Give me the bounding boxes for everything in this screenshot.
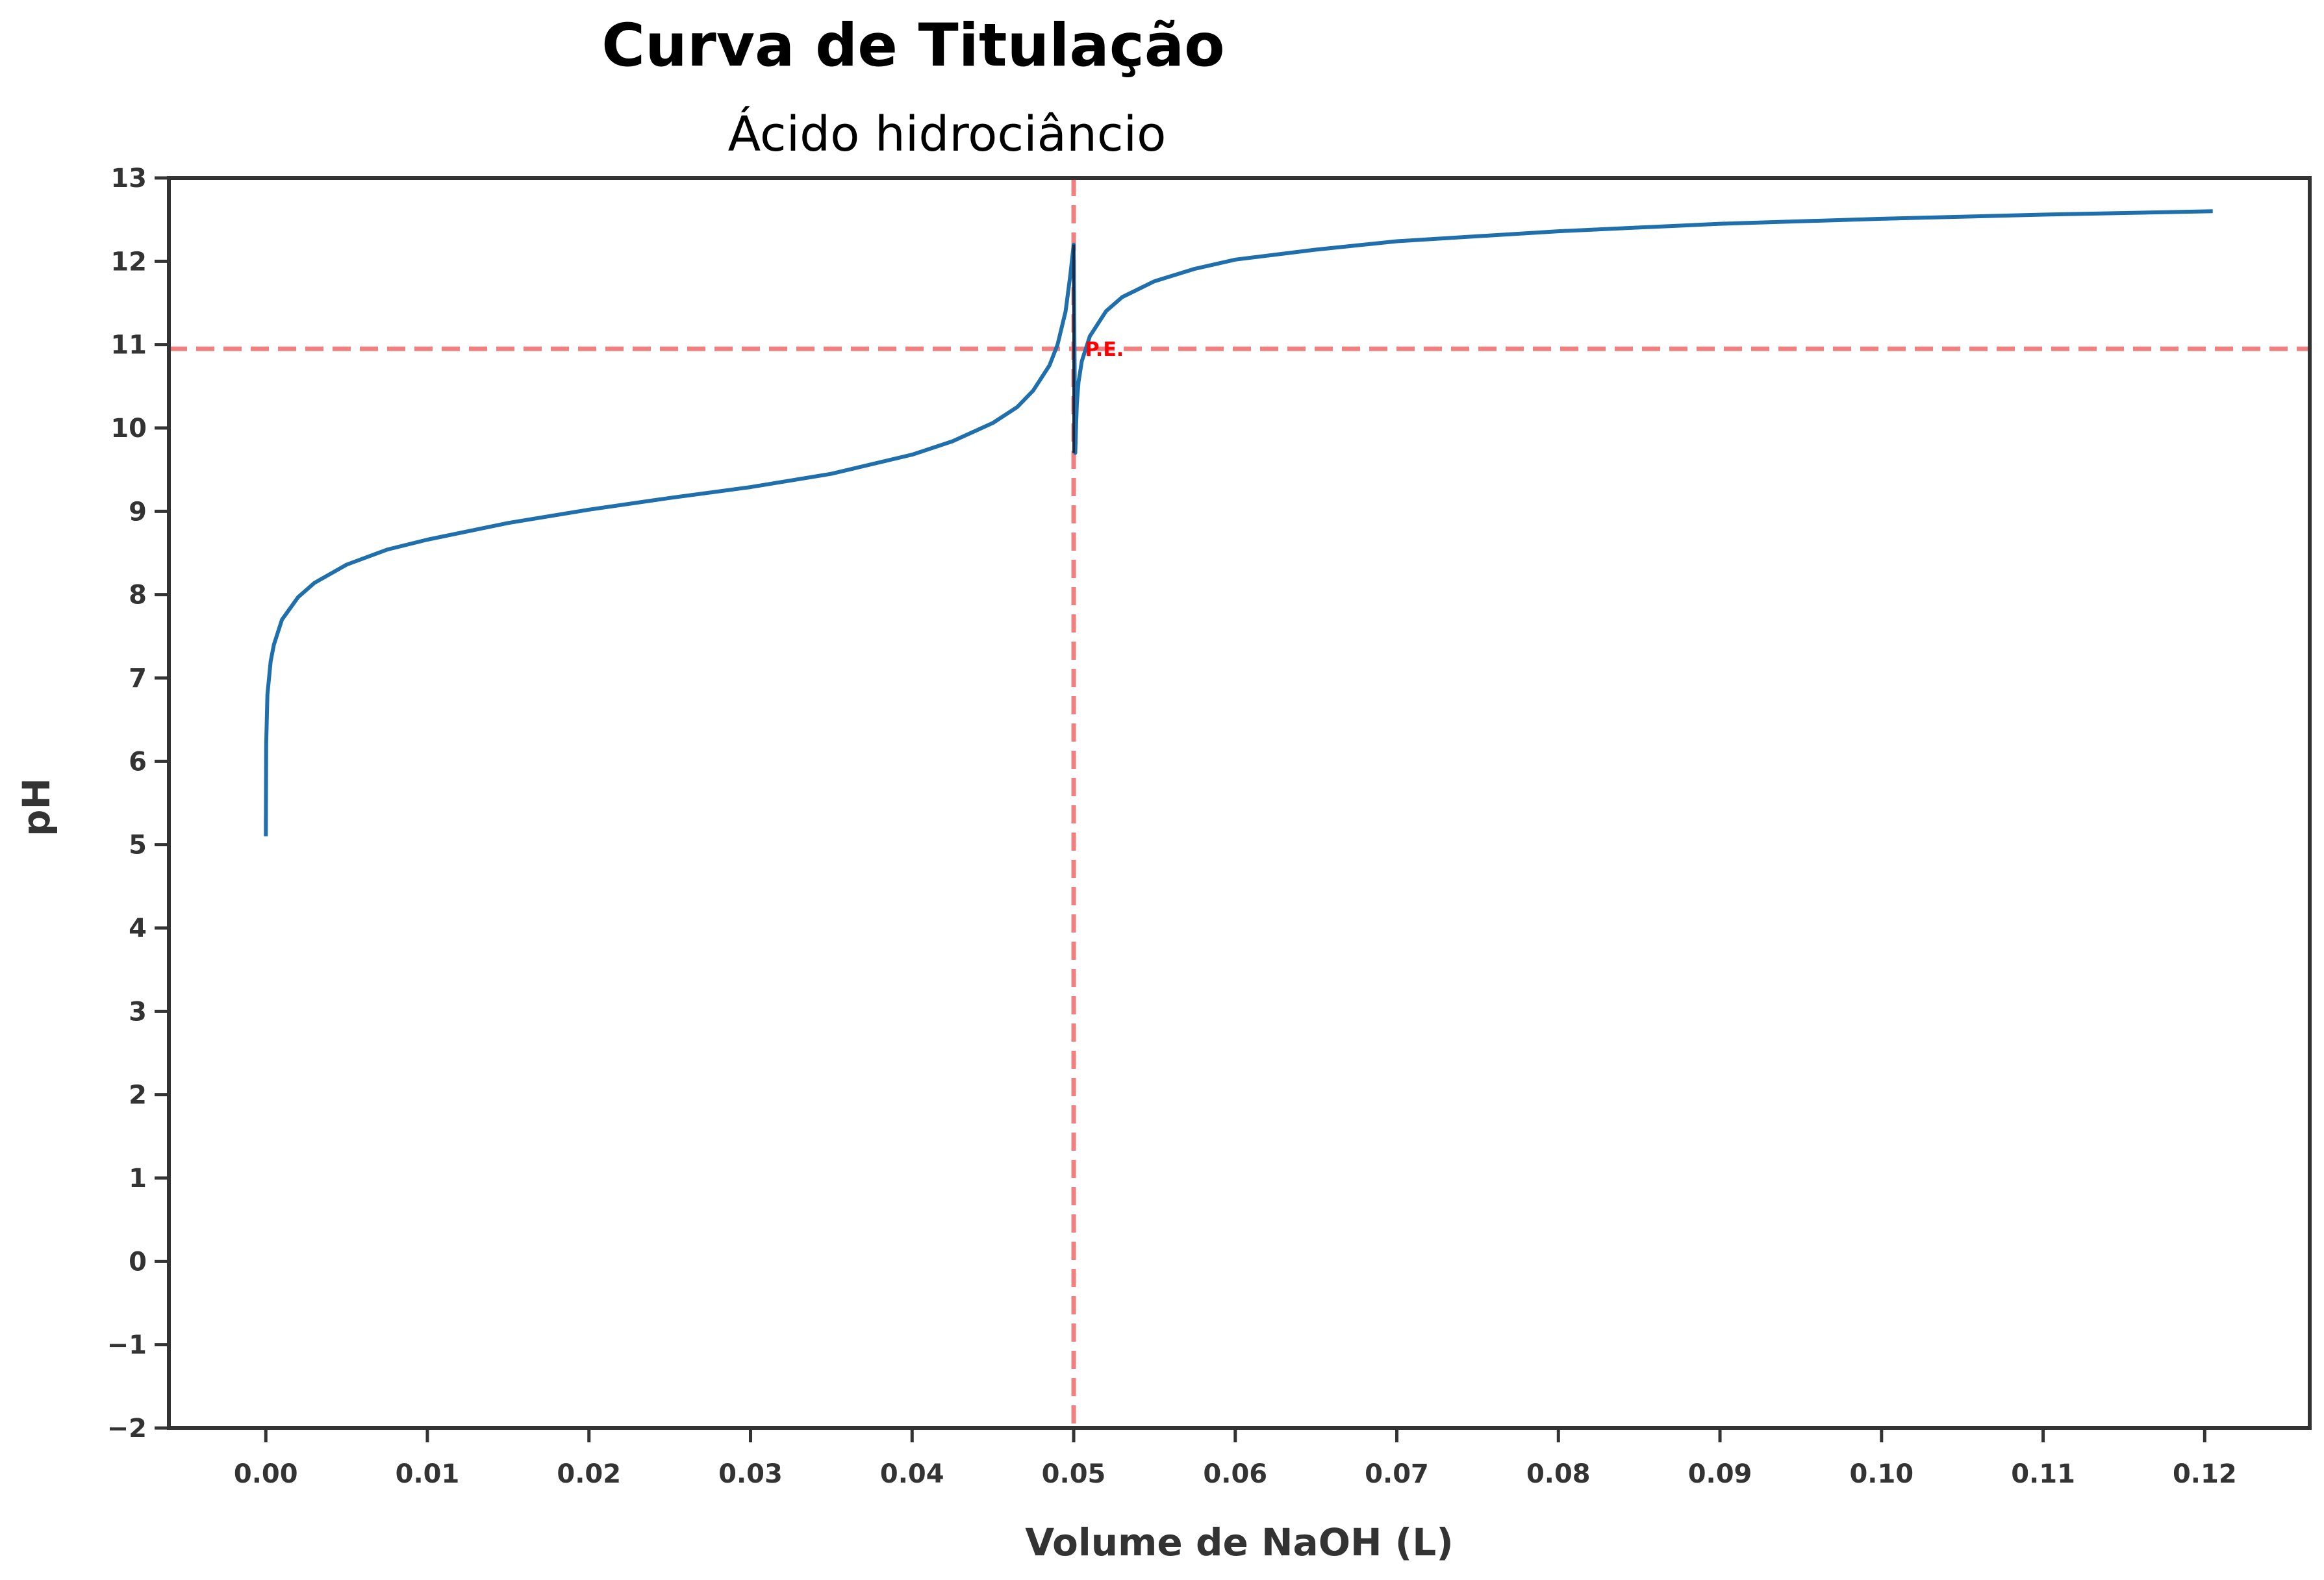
chart-title: Curva de Titulação <box>601 12 1224 80</box>
y-tick-label: 1 <box>129 1164 147 1194</box>
x-tick-label: 0.11 <box>2011 1459 2075 1489</box>
x-tick-label: 0.01 <box>396 1459 460 1489</box>
titration-curve-line <box>264 209 2213 836</box>
y-tick-label: 2 <box>129 1081 147 1110</box>
y-tick-label: 6 <box>129 747 147 777</box>
axes-frame <box>167 176 2312 1430</box>
y-tick-label: 0 <box>129 1247 147 1277</box>
y-axis-label: pH <box>14 778 58 836</box>
x-tick-label: 0.09 <box>1688 1459 1752 1489</box>
x-tick-label: 0.06 <box>1203 1459 1267 1489</box>
x-tick-label: 0.10 <box>1849 1459 1914 1489</box>
y-tick-label: −2 <box>107 1414 147 1444</box>
chart-subtitle: Ácido hidrociâncio <box>728 105 1167 162</box>
x-axis-label: Volume de NaOH (L) <box>1025 1520 1453 1564</box>
x-tick-label: 0.04 <box>880 1459 944 1489</box>
y-tick-label: 8 <box>129 581 147 610</box>
y-tick-label: 5 <box>129 831 147 860</box>
y-tick-label: 3 <box>129 997 147 1027</box>
x-tick-label: 0.08 <box>1526 1459 1591 1489</box>
x-tick-label: 0.12 <box>2173 1459 2237 1489</box>
equivalence-point-label: P.E. <box>1085 338 1124 361</box>
y-tick-label: 4 <box>129 914 147 944</box>
x-tick-label: 0.03 <box>718 1459 783 1489</box>
y-tick-label: 7 <box>129 664 147 694</box>
y-tick-label: 11 <box>110 331 147 360</box>
x-tick-label: 0.05 <box>1042 1459 1106 1489</box>
y-tick-label: 10 <box>110 414 147 444</box>
y-tick-label: 12 <box>110 247 147 277</box>
x-tick-label: 0.07 <box>1365 1459 1429 1489</box>
y-tick-label: 9 <box>129 497 147 527</box>
x-tick-label: 0.02 <box>557 1459 621 1489</box>
plot-area: 0.00 0.01 0.02 0.03 0.04 0.05 0.06 0.07 0.08 0.09… <box>107 164 2310 1489</box>
y-tick-label: 13 <box>110 164 147 194</box>
x-tick-label: 0.00 <box>234 1459 298 1489</box>
y-tick-label: −1 <box>107 1331 147 1361</box>
